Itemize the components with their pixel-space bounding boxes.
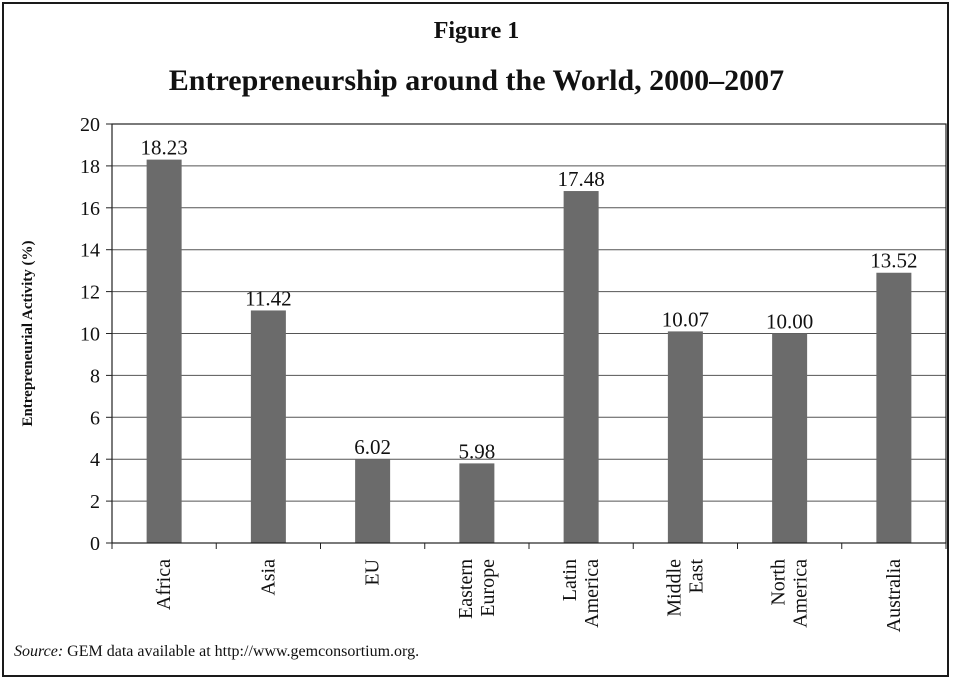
y-tick-label: 20 bbox=[80, 114, 100, 136]
bar bbox=[355, 459, 391, 543]
bar bbox=[146, 159, 182, 544]
data-label: 10.07 bbox=[662, 307, 709, 331]
data-label: 13.52 bbox=[870, 249, 917, 273]
x-tick-label: Africa bbox=[153, 559, 175, 610]
x-tick-label: Middle bbox=[663, 559, 685, 617]
x-tick-label: Eastern bbox=[455, 559, 477, 619]
y-tick-label: 18 bbox=[80, 156, 100, 178]
source-prefix: Source: bbox=[14, 643, 64, 660]
y-axis-label: Entrepreneurial Activity (%) bbox=[20, 240, 36, 426]
y-tick-label: 10 bbox=[80, 324, 100, 346]
data-label: 18.23 bbox=[141, 136, 188, 160]
source-note: Source: GEM data available at http://www… bbox=[14, 643, 419, 661]
x-tick-label: Australia bbox=[883, 559, 905, 632]
y-tick-label: 4 bbox=[90, 449, 100, 471]
data-label: 10.00 bbox=[766, 310, 813, 334]
x-tick-label: America bbox=[581, 559, 603, 628]
source-text: GEM data available at http://www.gemcons… bbox=[63, 643, 420, 660]
bar bbox=[459, 463, 495, 543]
bar bbox=[876, 272, 912, 543]
data-label: 5.98 bbox=[459, 439, 496, 463]
chart-title: Entrepreneurship around the World, 2000–… bbox=[168, 64, 785, 97]
gridlines bbox=[112, 123, 946, 502]
y-tick-label: 0 bbox=[90, 533, 100, 555]
figure-label: Figure 1 bbox=[433, 18, 520, 44]
y-tick-label: 8 bbox=[90, 365, 100, 387]
x-tick-label: East bbox=[685, 559, 707, 594]
y-tick-label: 12 bbox=[80, 282, 100, 304]
y-tick-label: 2 bbox=[90, 491, 100, 513]
data-label: 6.02 bbox=[354, 435, 391, 459]
y-tick-label: 14 bbox=[80, 240, 100, 262]
bar bbox=[772, 333, 808, 543]
bar bbox=[563, 191, 599, 544]
labels: 0 2 4 6 8 10 12 14 16 18 20 18.23 Africa 11.42 Asia 6.0… bbox=[20, 114, 918, 632]
data-label: 11.42 bbox=[245, 286, 291, 310]
x-tick-label: Asia bbox=[257, 559, 279, 596]
y-tick-label: 6 bbox=[90, 407, 100, 429]
axes bbox=[106, 123, 947, 549]
data-label: 17.48 bbox=[558, 167, 605, 191]
y-tick-label: 16 bbox=[80, 198, 100, 220]
x-tick-label: Europe bbox=[477, 559, 499, 617]
bar bbox=[250, 310, 286, 543]
x-tick-label: North bbox=[768, 559, 790, 606]
x-tick-label: Latin bbox=[559, 559, 581, 601]
bar bbox=[667, 331, 703, 543]
bars bbox=[146, 159, 912, 544]
x-tick-label: EU bbox=[362, 558, 384, 585]
x-tick-label: America bbox=[790, 559, 812, 628]
